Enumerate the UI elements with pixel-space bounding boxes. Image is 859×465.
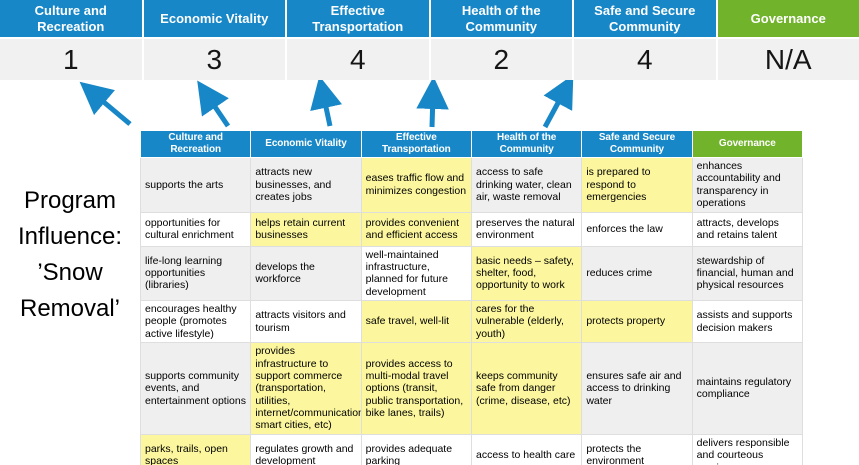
- matrix-cell: basic needs – safety, shelter, food, opp…: [470, 245, 583, 301]
- matrix-cell: preserves the natural environment: [470, 211, 583, 247]
- category-header-health-of-the-community: Health of the Community: [430, 0, 572, 37]
- category-header-safe-and-secure-community: Safe and Secure Community: [574, 0, 716, 37]
- matrix-cell: attracts, develops and retains talent: [691, 211, 804, 247]
- matrix-cell: assists and supports decision makers: [691, 299, 804, 344]
- matrix-cell: helps retain current businesses: [250, 211, 362, 247]
- matrix-cell: encourages healthy people (promotes acti…: [139, 299, 252, 344]
- category-header-culture-and-recreation: Culture and Recreation: [0, 0, 142, 37]
- matrix-cell: protects property: [581, 299, 693, 344]
- matrix-cell: well-maintained infrastructure, planned …: [360, 245, 472, 301]
- matrix-cell: supports the arts: [139, 157, 252, 213]
- score-band: 1 3 4 2 4 N/A: [0, 39, 859, 80]
- priorities-matrix: Culture and Recreation Economic Vitality…: [139, 130, 804, 465]
- matrix-cell: cares for the vulnerable (elderly, youth…: [470, 299, 583, 344]
- matrix-cell: parks, trails, open spaces: [139, 433, 252, 465]
- category-header-governance: Governance: [717, 0, 859, 37]
- matrix-row: opportunities for cultural enrichment he…: [139, 211, 804, 247]
- matrix-row: parks, trails, open spaces regulates gro…: [139, 433, 804, 465]
- matrix-cell: delivers responsible and courteous servi…: [691, 433, 804, 465]
- arrow-icon: [79, 81, 132, 126]
- matrix-header-culture-and-recreation: Culture and Recreation: [139, 130, 252, 158]
- matrix-cell: stewardship of financial, human and phys…: [691, 245, 804, 301]
- matrix-cell: provides adequate parking: [360, 433, 472, 465]
- score-effective-transportation: 4: [287, 39, 429, 80]
- matrix-cell: regulates growth and development: [250, 433, 362, 465]
- matrix-cell: enhances accountability and transparency…: [691, 157, 804, 213]
- program-label-line: Removal’: [19, 295, 121, 322]
- score-economic-vitality: 3: [143, 39, 285, 80]
- arrow-icon: [310, 80, 343, 127]
- matrix-row: supports the arts attracts new businesse…: [139, 157, 804, 213]
- program-label-line: ’Snow: [37, 259, 103, 286]
- program-influence-label: Program Influence: ’Snow Removal’: [0, 183, 140, 327]
- matrix-cell: enforces the law: [581, 211, 693, 247]
- category-header-band: Culture and Recreation Economic Vitality…: [0, 0, 859, 37]
- score-health-of-the-community: 2: [430, 39, 572, 80]
- score-safe-and-secure-community: 4: [574, 39, 716, 80]
- matrix-cell: attracts visitors and tourism: [250, 299, 362, 344]
- score-governance: N/A: [717, 39, 859, 80]
- matrix-cell: access to health care: [470, 433, 583, 465]
- matrix-cell: provides access to multi-modal travel op…: [360, 342, 472, 435]
- matrix-cell: life-long learning opportunities (librar…: [139, 245, 252, 301]
- score-culture-and-recreation: 1: [0, 39, 142, 80]
- matrix-header-governance: Governance: [691, 130, 804, 158]
- category-header-economic-vitality: Economic Vitality: [143, 0, 285, 37]
- matrix-row: supports community events, and entertain…: [139, 342, 804, 435]
- category-header-effective-transportation: Effective Transportation: [287, 0, 429, 37]
- matrix-cell: access to safe drinking water, clean air…: [470, 157, 583, 213]
- matrix-cell: opportunities for cultural enrichment: [139, 211, 252, 247]
- influence-arrows: [79, 80, 574, 129]
- matrix-cell: safe travel, well-lit: [360, 299, 472, 344]
- matrix-cell: reduces crime: [581, 245, 693, 301]
- matrix-cell: develops the workforce: [250, 245, 362, 301]
- matrix-row: encourages healthy people (promotes acti…: [139, 299, 804, 344]
- matrix-cell: supports community events, and entertain…: [139, 342, 252, 435]
- matrix-row: life-long learning opportunities (librar…: [139, 245, 804, 301]
- matrix-header-economic-vitality: Economic Vitality: [250, 130, 362, 158]
- arrow-icon: [542, 80, 574, 129]
- matrix-header-effective-transportation: Effective Transportation: [360, 130, 472, 158]
- matrix-header-row: Culture and Recreation Economic Vitality…: [139, 130, 804, 158]
- matrix-header-health-of-the-community: Health of the Community: [470, 130, 583, 158]
- matrix-cell: ensures safe air and access to drinking …: [581, 342, 693, 435]
- arrow-icon: [416, 80, 449, 128]
- matrix-cell: protects the environment: [581, 433, 693, 465]
- matrix-cell: keeps community safe from danger (crime,…: [470, 342, 583, 435]
- program-label-line: Program: [23, 187, 117, 214]
- matrix-cell: provides infrastructure to support comme…: [250, 342, 362, 435]
- matrix-cell: is prepared to respond to emergencies: [581, 157, 693, 213]
- matrix-cell: eases traffic flow and minimizes congest…: [360, 157, 472, 213]
- matrix-cell: attracts new businesses, and creates job…: [250, 157, 362, 213]
- program-label-line: Influence:: [17, 223, 123, 250]
- matrix-cell: provides convenient and efficient access: [360, 211, 472, 247]
- matrix-cell: maintains regulatory compliance: [691, 342, 804, 435]
- arrow-icon: [197, 80, 231, 128]
- matrix-header-safe-and-secure-community: Safe and Secure Community: [581, 130, 693, 158]
